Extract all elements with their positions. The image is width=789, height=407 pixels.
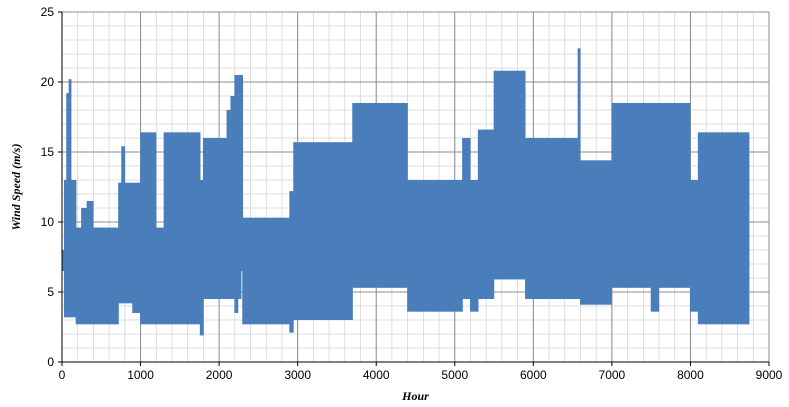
x-tick-label: 8000 [677, 368, 704, 382]
x-tick-label: 9000 [756, 368, 783, 382]
y-tick-labels: 0 5 10 15 20 25 [41, 5, 55, 369]
y-tick-label: 0 [47, 355, 54, 369]
x-tick-label: 5000 [441, 368, 468, 382]
y-tick-label: 25 [41, 5, 55, 19]
x-tick-label: 0 [59, 368, 66, 382]
series-layer [61, 48, 750, 336]
y-axis-title: Wind Speed (m/s) [9, 144, 23, 231]
axes [58, 11, 770, 366]
x-tick-label: 6000 [520, 368, 547, 382]
y-tick-label: 20 [41, 75, 55, 89]
y-tick-label: 10 [41, 215, 55, 229]
x-tick-label: 2000 [206, 368, 233, 382]
x-tick-label: 4000 [363, 368, 390, 382]
y-tick-label: 5 [47, 285, 54, 299]
x-axis-title: Hour [401, 389, 429, 403]
x-tick-labels: 0 1000 2000 3000 4000 5000 6000 7000 8000 9000 [59, 368, 783, 382]
x-tick-label: 1000 [127, 368, 154, 382]
x-tick-label: 3000 [284, 368, 311, 382]
x-tick-label: 7000 [599, 368, 626, 382]
y-tick-label: 15 [41, 145, 55, 159]
